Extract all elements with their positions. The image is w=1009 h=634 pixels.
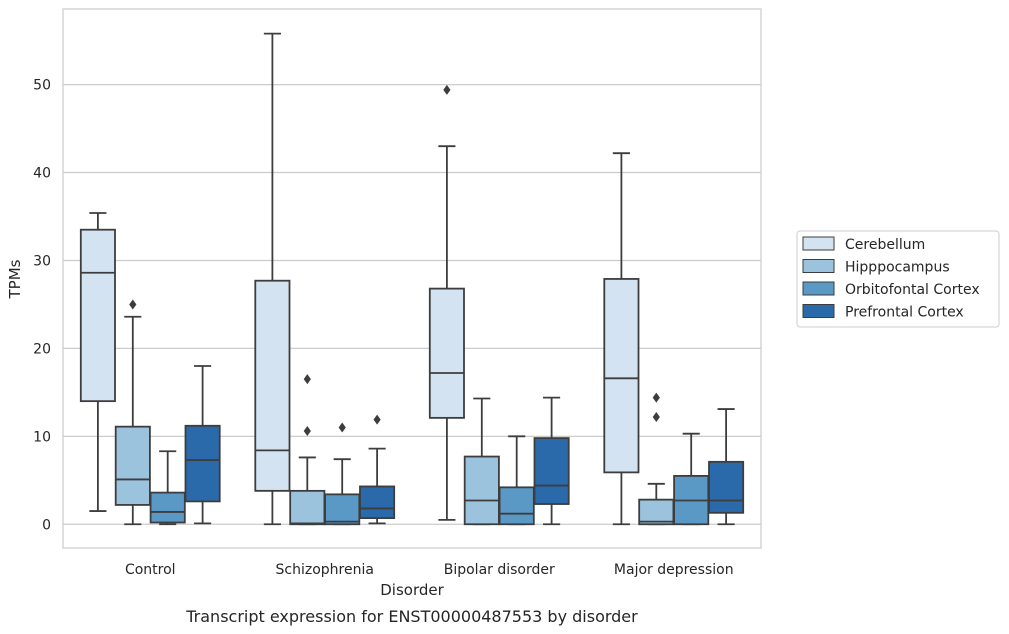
y-tick-label: 20 xyxy=(33,341,51,357)
outlier-point xyxy=(338,422,346,433)
outlier-point xyxy=(652,392,660,403)
box-body xyxy=(603,278,640,474)
y-tick-label: 50 xyxy=(33,78,51,94)
box-body xyxy=(254,279,291,492)
box-body xyxy=(498,486,535,526)
legend-swatch xyxy=(802,281,835,296)
box-prefrontal-cortex xyxy=(184,365,221,525)
box-body xyxy=(708,460,745,514)
box-prefrontal-cortex xyxy=(359,414,396,525)
box-cerebellum xyxy=(428,84,465,521)
legend-label: Cerebellum xyxy=(845,237,925,253)
y-tick-label: 40 xyxy=(33,166,51,182)
box-body xyxy=(289,489,326,526)
box-body xyxy=(533,437,570,505)
outlier-point xyxy=(652,411,660,422)
box-orbitofontal-cortex xyxy=(673,432,710,526)
box-hipppocampus xyxy=(289,374,326,526)
box-body xyxy=(149,491,186,524)
box-body xyxy=(184,424,221,503)
box-body xyxy=(359,485,396,520)
legend-swatch xyxy=(802,236,835,251)
box-body xyxy=(114,425,151,506)
plot-frame xyxy=(62,8,762,549)
box-prefrontal-cortex xyxy=(708,408,745,526)
y-axis-title: TPMs xyxy=(6,259,24,299)
x-tick-labels: Control Schizophrenia Bipolar disorder Majo… xyxy=(125,562,734,578)
x-tick-label: Major depression xyxy=(614,562,734,578)
legend-label: Hipppocampus xyxy=(845,260,950,276)
legend-swatch xyxy=(802,304,835,318)
y-tick-label: 10 xyxy=(33,429,51,445)
y-tick-label: 30 xyxy=(33,253,51,269)
chart-caption: Transcript expression for ENST0000048755… xyxy=(185,607,638,626)
outlier-point xyxy=(129,299,137,310)
x-tick-label: Control xyxy=(125,562,176,578)
box-cerebellum xyxy=(603,152,640,526)
box-cerebellum xyxy=(79,212,116,512)
outlier-point xyxy=(303,374,311,385)
x-axis-title: Disorder xyxy=(380,581,444,599)
boxes xyxy=(79,32,745,526)
box-body xyxy=(638,498,675,526)
x-tick-label: Schizophrenia xyxy=(276,562,374,578)
y-tick-label: 0 xyxy=(42,517,51,533)
outlier-point xyxy=(443,84,451,95)
box-hipppocampus xyxy=(638,392,675,526)
box-body xyxy=(79,228,116,403)
box-prefrontal-cortex xyxy=(533,396,570,526)
box-body xyxy=(324,493,361,526)
x-tick-label: Bipolar disorder xyxy=(444,562,555,578)
box-orbitofontal-cortex xyxy=(149,450,186,526)
outlier-point xyxy=(373,414,381,425)
legend-items: Cerebellum Hipppocampus Orbitofontal Corte… xyxy=(802,236,980,321)
legend-frame xyxy=(796,230,1000,328)
outlier-point xyxy=(303,426,311,437)
legend: Cerebellum Hipppocampus Orbitofontal Corte… xyxy=(796,230,1000,328)
legend-label: Prefrontal Cortex xyxy=(845,305,964,321)
legend-swatch xyxy=(802,259,835,273)
box-hipppocampus xyxy=(463,397,500,526)
box-orbitofontal-cortex xyxy=(324,422,361,526)
box-hipppocampus xyxy=(114,299,151,526)
box-cerebellum xyxy=(254,32,291,526)
y-tick-labels: 0 10 20 30 40 50 xyxy=(33,78,51,534)
box-body xyxy=(428,287,465,419)
box-orbitofontal-cortex xyxy=(498,435,535,526)
box-body xyxy=(463,455,500,526)
legend-label: Orbitofontal Cortex xyxy=(845,282,980,298)
